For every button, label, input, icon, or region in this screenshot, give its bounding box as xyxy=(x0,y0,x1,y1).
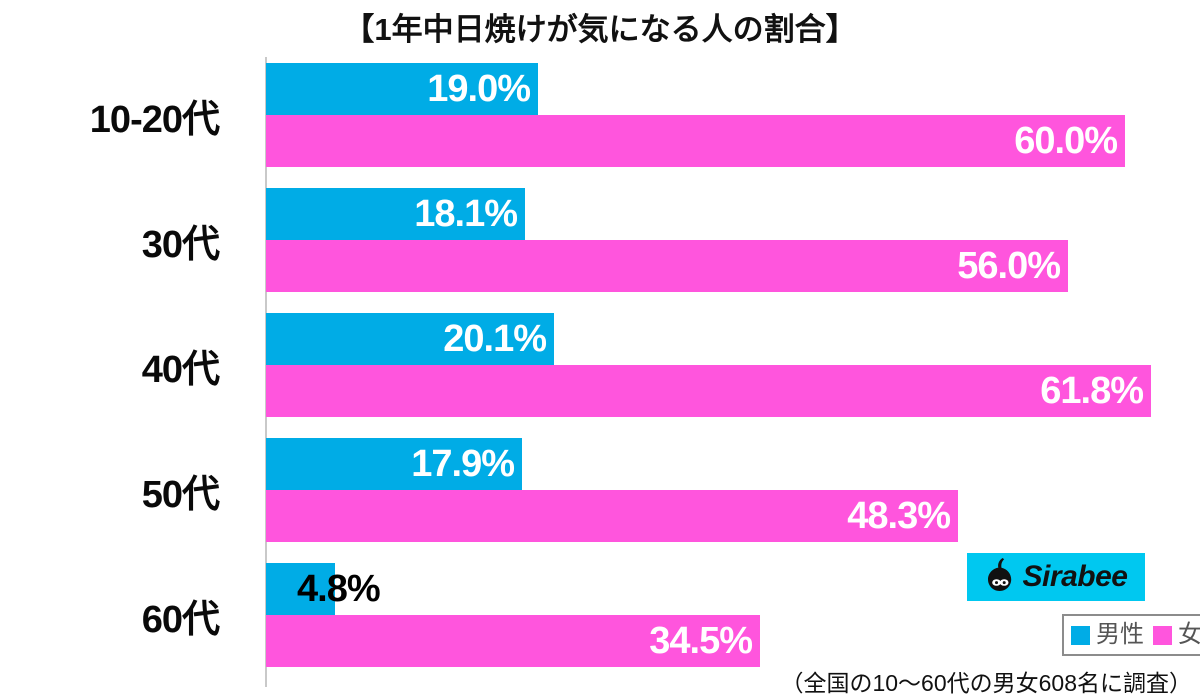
sirabee-logo-text: Sirabee xyxy=(1022,560,1128,593)
bar-male[interactable]: 17.9% xyxy=(266,438,522,490)
category-label: 30代 xyxy=(141,224,220,266)
legend: 男性 女性 xyxy=(1062,614,1200,656)
bar-value-male: 20.1% xyxy=(443,318,547,360)
bar-value-male: 4.8% xyxy=(297,568,381,610)
bar-group: 40代 20.1% 61.8% xyxy=(0,313,1200,418)
y-axis-line xyxy=(265,57,267,687)
legend-swatch-male xyxy=(1071,625,1090,645)
bar-female[interactable]: 60.0% xyxy=(266,115,1125,167)
bar-value-male: 18.1% xyxy=(414,193,518,235)
bars-container: 20.1% 61.8% xyxy=(266,313,1200,418)
bar-female[interactable]: 61.8% xyxy=(266,365,1151,417)
bar-value-female: 56.0% xyxy=(957,245,1061,287)
bars-container: 18.1% 56.0% xyxy=(266,188,1200,293)
bar-group: 30代 18.1% 56.0% xyxy=(0,188,1200,293)
sirabee-bee-icon xyxy=(985,557,1019,598)
bars-container: 17.9% 48.3% xyxy=(266,438,1200,543)
category-label: 50代 xyxy=(141,474,220,516)
plot-area: 10-20代 19.0% 60.0% 30代 18.1% 56.0% xyxy=(0,55,1200,690)
category-label: 40代 xyxy=(141,349,220,391)
bar-male[interactable]: 20.1% xyxy=(266,313,554,365)
legend-swatch-female xyxy=(1153,625,1172,645)
bar-female[interactable]: 56.0% xyxy=(266,240,1068,292)
bar-male[interactable]: 18.1% xyxy=(266,188,525,240)
bar-value-female: 34.5% xyxy=(649,620,753,662)
bars-container: 4.8% 34.5% xyxy=(266,563,1200,668)
legend-item-female[interactable]: 女性 xyxy=(1153,623,1200,647)
bar-group: 60代 4.8% 34.5% xyxy=(0,563,1200,668)
legend-label-female: 女性 xyxy=(1178,621,1200,648)
bar-female[interactable]: 48.3% xyxy=(266,490,958,542)
bar-group: 10-20代 19.0% 60.0% xyxy=(0,63,1200,168)
category-label: 60代 xyxy=(141,599,220,641)
bar-value-female: 60.0% xyxy=(1014,120,1118,162)
bar-value-female: 48.3% xyxy=(847,495,951,537)
chart-title: 【1年中日焼けが気になる人の割合】 xyxy=(343,12,857,47)
bar-male[interactable]: 19.0% xyxy=(266,63,538,115)
category-label: 10-20代 xyxy=(89,99,220,141)
bar-group: 50代 17.9% 48.3% xyxy=(0,438,1200,543)
bar-male[interactable]: 4.8% xyxy=(266,563,381,615)
bars-container: 19.0% 60.0% xyxy=(266,63,1200,168)
sirabee-logo[interactable]: Sirabee xyxy=(967,553,1145,601)
legend-item-male[interactable]: 男性 xyxy=(1071,623,1144,647)
legend-label-male: 男性 xyxy=(1096,621,1144,648)
survey-note: （全国の10〜60代の男女608名に調査） xyxy=(780,670,1192,696)
bar-value-female: 61.8% xyxy=(1040,370,1144,412)
bar-female[interactable]: 34.5% xyxy=(266,615,760,667)
bar-value-male: 19.0% xyxy=(427,68,531,110)
bar-value-male: 17.9% xyxy=(411,443,515,485)
